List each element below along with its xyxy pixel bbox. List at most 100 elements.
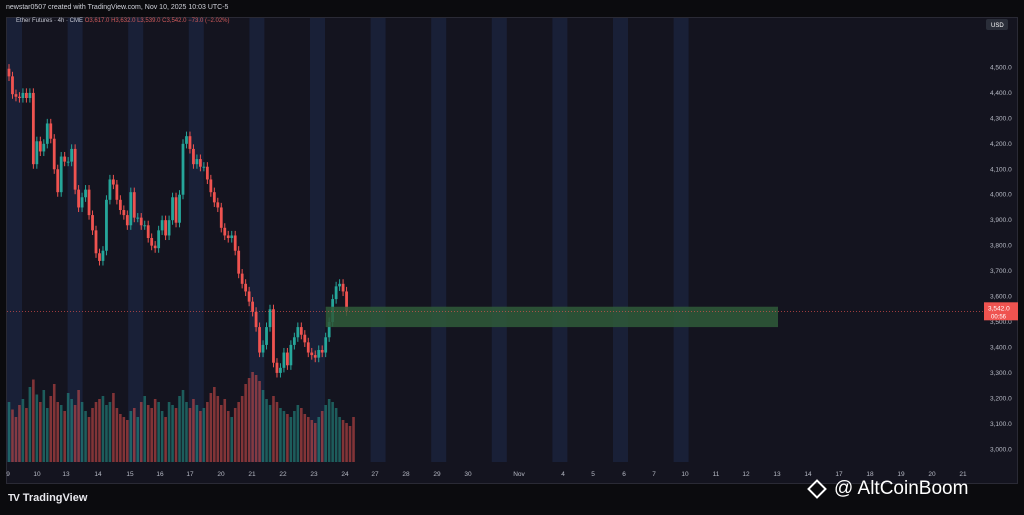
candle-body — [112, 179, 115, 185]
candle-body — [247, 291, 251, 302]
volume-bar — [230, 417, 234, 462]
y-tick-label: 3,900.0 — [990, 217, 1012, 224]
volume-bar — [296, 405, 300, 462]
volume-bar — [139, 402, 143, 462]
candle-body — [21, 92, 25, 98]
volume-bar — [63, 411, 66, 462]
volume-bar — [56, 402, 60, 462]
candle-body — [212, 192, 216, 203]
candle-body — [167, 220, 171, 236]
candle-body — [216, 202, 220, 208]
x-tick-label: 23 — [310, 471, 318, 478]
candle-body — [251, 301, 254, 312]
y-tick-label: 4,200.0 — [990, 141, 1012, 148]
volume-bar — [181, 390, 185, 462]
candlestick-chart[interactable]: 3,000.0 3,100.0 3,200.0 3,300.0 3,400.0 3,500… — [0, 0, 1024, 486]
legend-symbol: Ether Futures · 4h · CME — [16, 18, 84, 24]
header-caption: newstar0507 created with TradingView.com… — [0, 0, 1024, 16]
y-tick-label: 4,000.0 — [990, 192, 1012, 199]
y-tick-label: 3,100.0 — [990, 421, 1012, 428]
volume-bar — [199, 411, 202, 462]
tradingview-icon: TV — [8, 492, 20, 504]
session-band — [613, 18, 628, 462]
volume-bar — [331, 402, 334, 462]
candle-body — [209, 179, 213, 193]
x-tick-label: 12 — [742, 471, 750, 478]
session-band — [310, 18, 325, 462]
tradingview-logo[interactable]: TV TradingView — [8, 492, 87, 504]
volume-bar — [247, 378, 251, 462]
volume-bar — [233, 408, 237, 462]
candle-body — [80, 197, 84, 208]
y-tick-label: 3,300.0 — [990, 370, 1012, 377]
x-tick-label: 24 — [341, 471, 349, 478]
candle-body — [345, 291, 348, 312]
x-tick-label: 20 — [928, 471, 936, 478]
candle-body — [35, 141, 39, 165]
volume-bar — [237, 402, 240, 462]
candle-body — [303, 334, 307, 343]
candle-body — [94, 230, 98, 254]
x-tick-label: 22 — [279, 471, 287, 478]
volume-bar — [289, 417, 293, 462]
chart-frame — [6, 17, 1018, 484]
currency-badge-label: USD — [991, 23, 1004, 29]
price-badge — [984, 302, 1018, 321]
volume-bar — [202, 408, 206, 462]
volume-bar — [338, 417, 341, 462]
candle-body — [317, 350, 321, 358]
volume-bar — [70, 399, 73, 462]
candle-body — [334, 286, 338, 300]
volume-bar — [87, 417, 91, 462]
volume-bar — [105, 405, 108, 462]
candle-body — [324, 337, 328, 353]
volume-bar — [226, 411, 230, 462]
volume-bar — [258, 381, 261, 462]
volume-bar — [91, 408, 94, 462]
candle-body — [341, 283, 345, 292]
volume-bar — [45, 408, 49, 462]
volume-bar — [167, 402, 171, 462]
candle-body — [150, 238, 154, 246]
volume-bar — [341, 420, 345, 462]
candle-body — [185, 136, 188, 144]
candle-body — [143, 225, 147, 227]
candle-body — [244, 283, 248, 292]
x-tick-label: 4 — [561, 471, 565, 478]
candle-body — [265, 327, 268, 345]
x-tick-label: 13 — [773, 471, 781, 478]
candle-body — [25, 92, 28, 98]
candle-body — [205, 166, 209, 180]
session-band — [7, 18, 22, 462]
volume-bar — [310, 420, 314, 462]
volume-bar — [213, 387, 216, 462]
volume-bar — [279, 408, 282, 462]
candle-body — [289, 344, 293, 366]
volume-bar — [143, 396, 147, 462]
candle-body — [313, 355, 317, 358]
candle-body — [28, 92, 32, 98]
chart-legend: Ether Futures · 4h · CME O3,617.0 H3,632… — [16, 18, 230, 24]
volume-bar — [293, 411, 296, 462]
candle-body — [11, 76, 14, 95]
x-tick-label: 30 — [464, 471, 472, 478]
volume-bar — [98, 399, 101, 462]
x-tick-label: 14 — [804, 471, 812, 478]
candle-body — [31, 92, 35, 165]
volume-bar — [206, 402, 209, 462]
volume-bar — [126, 420, 129, 462]
candle-body — [122, 210, 126, 216]
volume-bar — [268, 405, 272, 462]
candle-body — [195, 159, 199, 165]
volume-bar — [101, 396, 105, 462]
volume-bar — [157, 402, 160, 462]
session-band — [128, 18, 144, 462]
volume-bar — [209, 393, 213, 462]
x-tick-label: 9 — [6, 471, 10, 478]
candle-body — [105, 199, 108, 251]
volume-bar — [324, 405, 327, 462]
binance-square-icon — [807, 479, 827, 499]
candle-body — [261, 344, 265, 353]
volume-bar — [49, 396, 53, 462]
x-tick-label: 10 — [33, 471, 41, 478]
